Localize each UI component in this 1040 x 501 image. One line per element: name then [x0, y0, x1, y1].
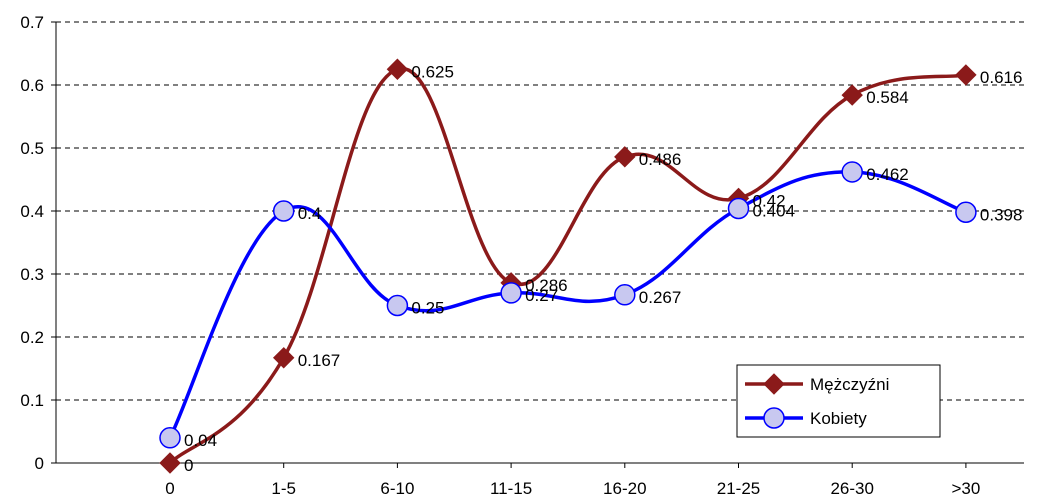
x-tick-label: 21-25: [717, 479, 760, 498]
circle-marker: [727, 197, 750, 220]
data-label: 0.398: [980, 205, 1023, 224]
circle-marker: [159, 427, 181, 449]
x-tick-label: 16-20: [603, 479, 646, 498]
data-labels: 0 0.167 0.625 0.286 0.486 0.42 0.584 0.616 0.04 0…: [184, 62, 1022, 475]
data-label: 0.404: [753, 201, 796, 220]
x-tick-label: 6-10: [380, 479, 414, 498]
data-label: 0.462: [866, 165, 909, 184]
y-tick-label: 0.4: [20, 202, 44, 221]
data-label: 0: [184, 456, 193, 475]
data-label: 0.25: [411, 299, 444, 318]
diamond-marker: [841, 84, 863, 106]
data-label: 0.167: [298, 351, 341, 370]
data-label: 0.286: [525, 276, 568, 295]
y-tick-label: 0.3: [20, 265, 44, 284]
circle-marker: [272, 200, 295, 222]
series-line: [168, 67, 967, 465]
circle-marker: [955, 201, 977, 224]
x-tick-label: >30: [951, 479, 980, 498]
legend-label: Kobiety: [810, 409, 867, 428]
y-tick-label: 0.5: [20, 139, 44, 158]
circle-marker: [500, 282, 522, 304]
data-label: 0.267: [639, 288, 682, 307]
data-label: 0.486: [639, 150, 682, 169]
legend-marker: [763, 407, 785, 429]
series: [159, 58, 977, 474]
data-label: 0.4: [298, 204, 322, 223]
legend-label: Mężczyźni: [810, 375, 889, 394]
tick-labels: 0 0.1 0.2 0.3 0.4 0.5 0.6 0.7 0 1-5 6-10 11-15 16-20…: [20, 13, 980, 498]
gridlines: [56, 21, 1024, 401]
y-tick-label: 0.7: [20, 13, 44, 32]
data-label: 0.616: [980, 68, 1023, 87]
data-label: 0.42: [753, 191, 786, 210]
axes: [51, 21, 1024, 468]
x-tick-label: 26-30: [830, 479, 873, 498]
circle-marker: [614, 284, 636, 306]
diamond-marker: [955, 64, 977, 86]
diamond-marker: [614, 146, 636, 168]
diamond-marker: [386, 58, 409, 80]
x-tick-label: 11-15: [490, 479, 532, 498]
legend: Mężczyźni Kobiety: [736, 364, 941, 438]
data-label: 0.584: [866, 88, 909, 107]
x-tick-label: 0: [165, 479, 174, 498]
y-tick-label: 0.1: [20, 391, 44, 410]
y-tick-label: 0: [35, 454, 44, 473]
y-tick-label: 0.6: [20, 76, 44, 95]
diamond-marker: [159, 452, 181, 474]
circle-marker: [841, 161, 863, 183]
circle-marker: [386, 294, 409, 317]
diamond-marker: [272, 347, 295, 369]
y-tick-label: 0.2: [20, 328, 44, 347]
data-label: 0.27: [525, 286, 558, 305]
x-tick-label: 1-5: [271, 479, 296, 498]
data-label: 0.625: [411, 62, 454, 81]
legend-marker: [763, 373, 785, 395]
data-label: 0.04: [184, 431, 217, 450]
